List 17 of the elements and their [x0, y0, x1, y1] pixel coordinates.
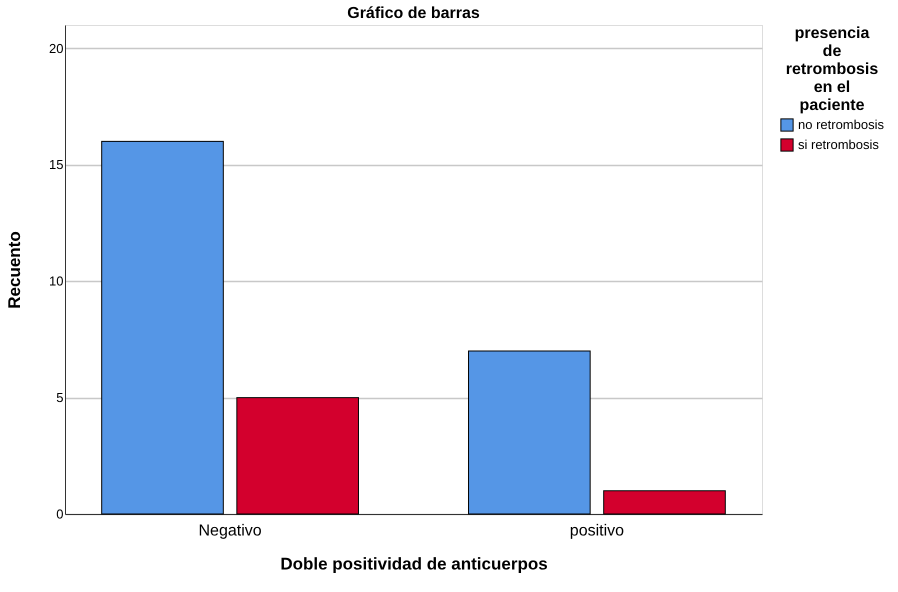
y-tick-label: 15: [49, 157, 64, 172]
chart-title: Gráfico de barras: [347, 5, 480, 22]
x-tick-label: positivo: [570, 522, 624, 540]
x-tick-label: Negativo: [198, 522, 262, 540]
y-tick-label: 0: [56, 506, 64, 522]
y-tick-label: 10: [49, 274, 64, 289]
legend-label: si retrombosis: [798, 137, 880, 152]
bar: [468, 350, 591, 514]
x-axis-title: Doble positividad de anticuerpos: [280, 554, 548, 574]
bar: [236, 397, 359, 514]
y-tick-label: 5: [56, 390, 64, 406]
y-axis-title: Recuento: [5, 231, 24, 309]
legend-label: no retrombosis: [798, 117, 884, 132]
legend-title: presencia de retrombosis en el paciente: [786, 25, 878, 114]
bar: [101, 140, 224, 514]
y-tick-label: 20: [49, 40, 64, 56]
bar: [603, 490, 726, 514]
